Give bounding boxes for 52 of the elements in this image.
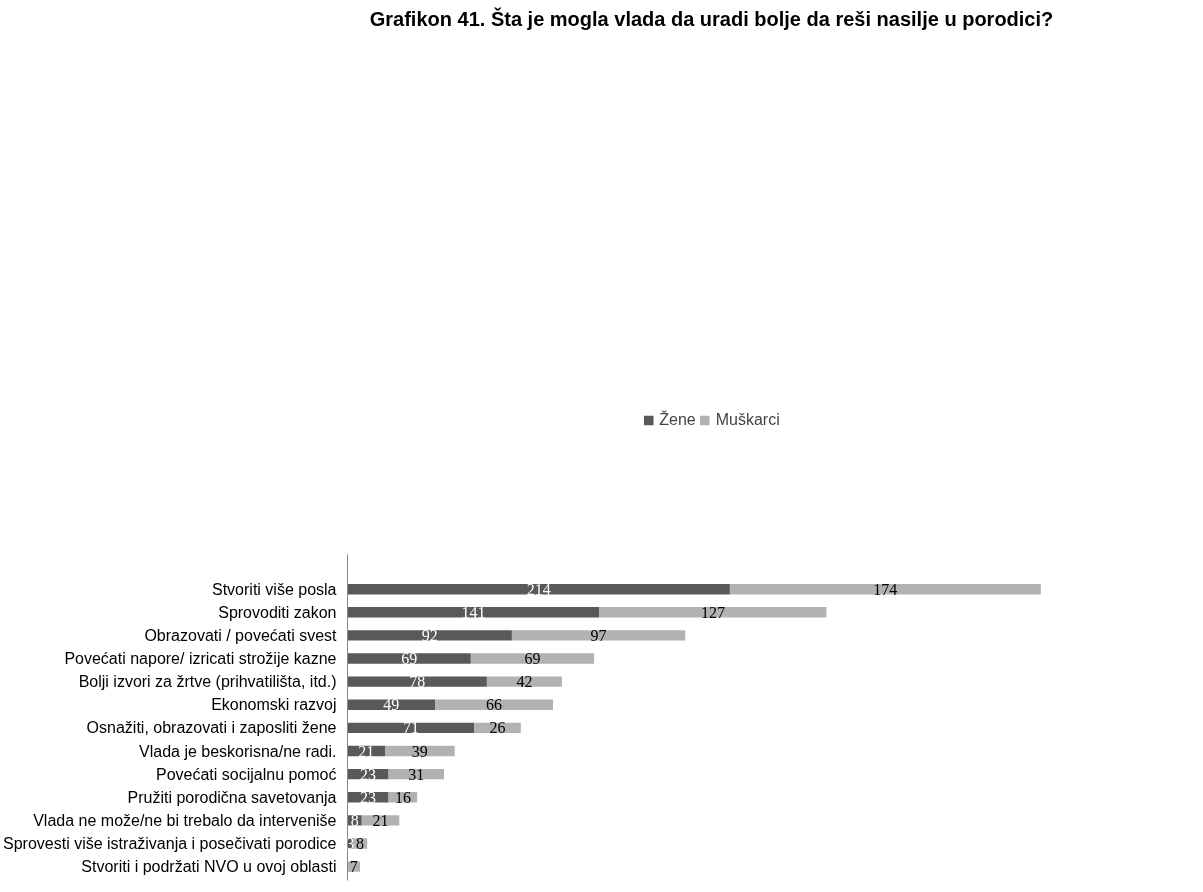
- y-tick-label: Stvoriti više posla: [212, 580, 337, 598]
- data-label: 26: [489, 719, 506, 737]
- data-label: 8: [356, 835, 365, 853]
- data-label: 23: [360, 765, 377, 783]
- data-label: 92: [421, 626, 438, 644]
- data-label: 3: [346, 835, 355, 853]
- data-label: 69: [524, 650, 541, 668]
- y-tick-label: Vlada ne može/ne bi trebalo da interveniše: [33, 811, 337, 829]
- bar: [347, 583, 730, 595]
- data-label: 42: [516, 673, 533, 691]
- data-label: 97: [590, 626, 607, 644]
- data-label: 21: [372, 811, 389, 829]
- y-tick-label: Pružiti porodična savetovanja: [127, 788, 337, 806]
- data-label: 39: [411, 742, 428, 760]
- data-label: 8: [350, 811, 359, 829]
- data-label: 66: [486, 696, 503, 714]
- data-label: 127: [700, 603, 725, 621]
- data-label: 16: [394, 788, 411, 806]
- bar: [729, 583, 1041, 595]
- y-tick-label: Osnažiti, obrazovati i zaposliti žene: [86, 719, 337, 737]
- bar: [347, 722, 475, 734]
- data-label: 31: [408, 765, 425, 783]
- data-label: 71: [402, 719, 419, 737]
- data-label: 69: [401, 650, 418, 668]
- bar: [347, 676, 487, 687]
- bar: [511, 630, 686, 641]
- chart-title: Grafikon 41. Šta je mogla vlada da uradi bolje da reši nasilje u porodici?: [369, 6, 1054, 30]
- y-tick-label: Bolji izvori za žrtve (prihvatilišta, itd.): [78, 673, 337, 691]
- y-tick-label: Povećati napore/ izricati strožije kazne: [64, 650, 337, 668]
- y-tick-label: Povećati socijalnu pomoć: [155, 765, 337, 783]
- data-label: 78: [409, 673, 426, 691]
- bar: [486, 676, 562, 687]
- legend-label: Žene: [659, 410, 696, 429]
- data-label: 7: [349, 858, 358, 876]
- data-label: 49: [383, 696, 400, 714]
- data-label: 23: [360, 788, 377, 806]
- bar: [347, 653, 471, 664]
- bar: [599, 607, 827, 618]
- y-tick-label: Sprovesti više istraživanja i posečivati porodice: [3, 835, 337, 853]
- data-label: 21: [358, 742, 375, 760]
- y-tick-label: Obrazovati / povećati svest: [144, 626, 338, 644]
- bar: [470, 653, 595, 664]
- data-label: 174: [873, 580, 898, 598]
- bar: [347, 630, 512, 641]
- bar: [347, 607, 600, 618]
- y-tick-label: Stvoriti i podržati NVO u ovoj oblasti: [81, 858, 337, 876]
- y-tick-label: Vlada je beskorisna/ne radi.: [139, 742, 337, 760]
- y-tick-label: Ekonomski razvoj: [211, 696, 337, 714]
- legend-label: Muškarci: [715, 410, 780, 429]
- y-tick-label: Sprovoditi zakon: [218, 603, 337, 621]
- data-label: 141: [461, 603, 486, 621]
- data-label: 214: [526, 580, 551, 598]
